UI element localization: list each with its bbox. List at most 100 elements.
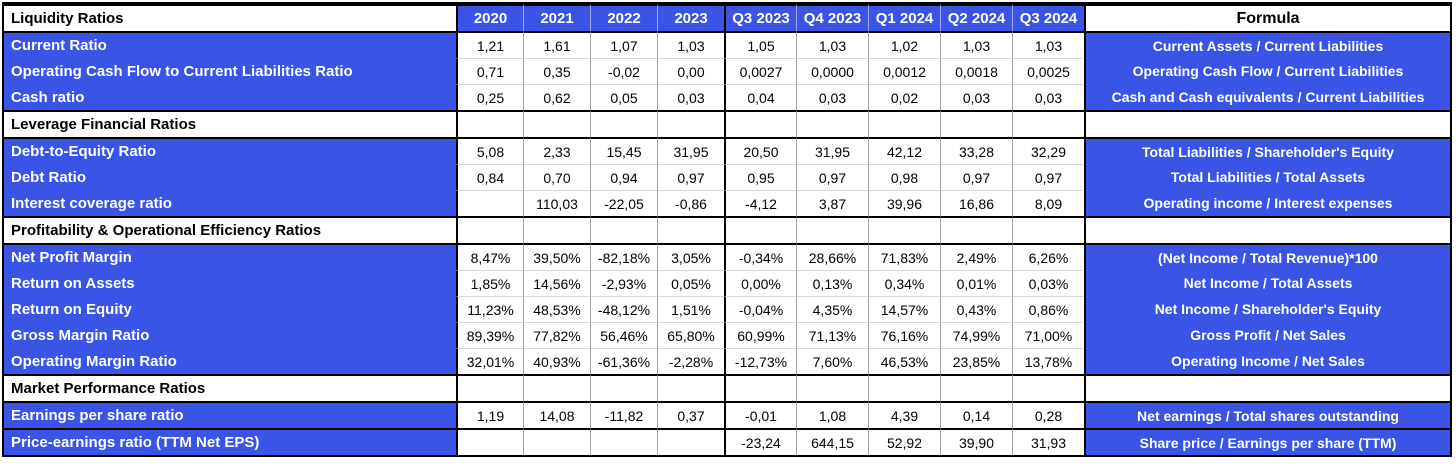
value-cell: 0,98 (868, 164, 940, 190)
empty-cell (657, 110, 724, 137)
value-cell: 15,45 (590, 137, 657, 164)
value-cell: -2,28% (657, 348, 724, 374)
value-cell: 0,0012 (868, 58, 940, 84)
value-cell: 60,99% (724, 322, 796, 348)
row-label: Earnings per share ratio (4, 401, 456, 428)
value-cell: 1,21 (456, 31, 523, 58)
value-cell: 3,87 (796, 190, 868, 216)
value-cell: 71,83% (868, 243, 940, 270)
empty-cell (1012, 374, 1084, 401)
value-cell: 0,05% (657, 270, 724, 296)
empty-cell (796, 216, 868, 243)
value-cell: 0,03% (1012, 270, 1084, 296)
value-cell: 8,09 (1012, 190, 1084, 216)
year-column-header: 2023 (657, 4, 724, 31)
table-body: Liquidity Ratios 2020 2021 2022 2023 Q3 2023 Q… (4, 4, 1450, 455)
formula-column-header: Formula (1084, 4, 1450, 31)
year-column-header: Q1 2024 (868, 4, 940, 31)
value-cell: 20,50 (724, 137, 796, 164)
empty-cell (1012, 216, 1084, 243)
value-cell: 31,93 (1012, 428, 1084, 455)
value-cell: 1,02 (868, 31, 940, 58)
value-cell: 39,96 (868, 190, 940, 216)
value-cell: 0,00 (657, 58, 724, 84)
row-label: Price-earnings ratio (TTM Net EPS) (4, 428, 456, 455)
formula-cell: Total Liabilities / Total Assets (1084, 164, 1450, 190)
value-cell: 65,80% (657, 322, 724, 348)
row-label: Debt-to-Equity Ratio (4, 137, 456, 164)
value-cell: 0,05 (590, 84, 657, 110)
year-column-header: Q3 2023 (724, 4, 796, 31)
value-cell: 0,0018 (940, 58, 1012, 84)
empty-cell (456, 374, 523, 401)
formula-cell: Net earnings / Total shares outstanding (1084, 401, 1450, 428)
row-label: Return on Equity (4, 296, 456, 322)
value-cell: 1,03 (796, 31, 868, 58)
value-cell: 644,15 (796, 428, 868, 455)
value-cell: 0,84 (456, 164, 523, 190)
empty-formula-cell (1084, 374, 1450, 401)
empty-formula-cell (1084, 216, 1450, 243)
value-cell: -2,93% (590, 270, 657, 296)
empty-cell (456, 216, 523, 243)
value-cell: -0,86 (657, 190, 724, 216)
year-column-header: 2021 (523, 4, 590, 31)
value-cell: 0,28 (1012, 401, 1084, 428)
empty-cell (724, 374, 796, 401)
value-cell: 1,03 (940, 31, 1012, 58)
empty-cell (796, 110, 868, 137)
value-cell: 0,86% (1012, 296, 1084, 322)
value-cell: 13,78% (1012, 348, 1084, 374)
value-cell: 0,37 (657, 401, 724, 428)
value-cell: 14,57% (868, 296, 940, 322)
value-cell: 32,29 (1012, 137, 1084, 164)
ratios-grid: Liquidity Ratios 2020 2021 2022 2023 Q3 2023 Q… (4, 4, 1450, 455)
value-cell: 39,90 (940, 428, 1012, 455)
value-cell: 23,85% (940, 348, 1012, 374)
formula-cell: Gross Profit / Net Sales (1084, 322, 1450, 348)
value-cell: -11,82 (590, 401, 657, 428)
row-label: Interest coverage ratio (4, 190, 456, 216)
value-cell (657, 428, 724, 455)
row-label: Gross Margin Ratio (4, 322, 456, 348)
value-cell: 0,00% (724, 270, 796, 296)
value-cell: 89,39% (456, 322, 523, 348)
value-cell: 0,03 (657, 84, 724, 110)
value-cell: 1,51% (657, 296, 724, 322)
formula-cell: Operating income / Interest expenses (1084, 190, 1450, 216)
formula-cell: Net Income / Shareholder's Equity (1084, 296, 1450, 322)
empty-cell (724, 216, 796, 243)
empty-cell (590, 216, 657, 243)
empty-cell (940, 374, 1012, 401)
value-cell: 52,92 (868, 428, 940, 455)
value-cell: -61,36% (590, 348, 657, 374)
formula-cell: Current Assets / Current Liabilities (1084, 31, 1450, 58)
value-cell: -48,12% (590, 296, 657, 322)
value-cell (523, 428, 590, 455)
value-cell: 0,97 (657, 164, 724, 190)
value-cell: 71,13% (796, 322, 868, 348)
formula-cell: (Net Income / Total Revenue)*100 (1084, 243, 1450, 270)
formula-cell: Cash and Cash equivalents / Current Liab… (1084, 84, 1450, 110)
year-column-header: 2022 (590, 4, 657, 31)
empty-cell (940, 216, 1012, 243)
value-cell: 7,60% (796, 348, 868, 374)
formula-cell: Operating Cash Flow / Current Liabilitie… (1084, 58, 1450, 84)
empty-cell (590, 374, 657, 401)
value-cell: 0,03 (1012, 84, 1084, 110)
empty-cell (523, 374, 590, 401)
value-cell: -82,18% (590, 243, 657, 270)
value-cell: 39,50% (523, 243, 590, 270)
row-label: Operating Cash Flow to Current Liabiliti… (4, 58, 456, 84)
value-cell: 16,86 (940, 190, 1012, 216)
year-column-header: 2020 (456, 4, 523, 31)
empty-cell (456, 110, 523, 137)
value-cell: 1,05 (724, 31, 796, 58)
empty-cell (657, 216, 724, 243)
value-cell: 0,35 (523, 58, 590, 84)
financial-ratios-table: Liquidity Ratios 2020 2021 2022 2023 Q3 2023 Q… (2, 2, 1452, 457)
value-cell: 11,23% (456, 296, 523, 322)
value-cell: 0,95 (724, 164, 796, 190)
section-title: Market Performance Ratios (4, 374, 456, 401)
value-cell: 1,08 (796, 401, 868, 428)
